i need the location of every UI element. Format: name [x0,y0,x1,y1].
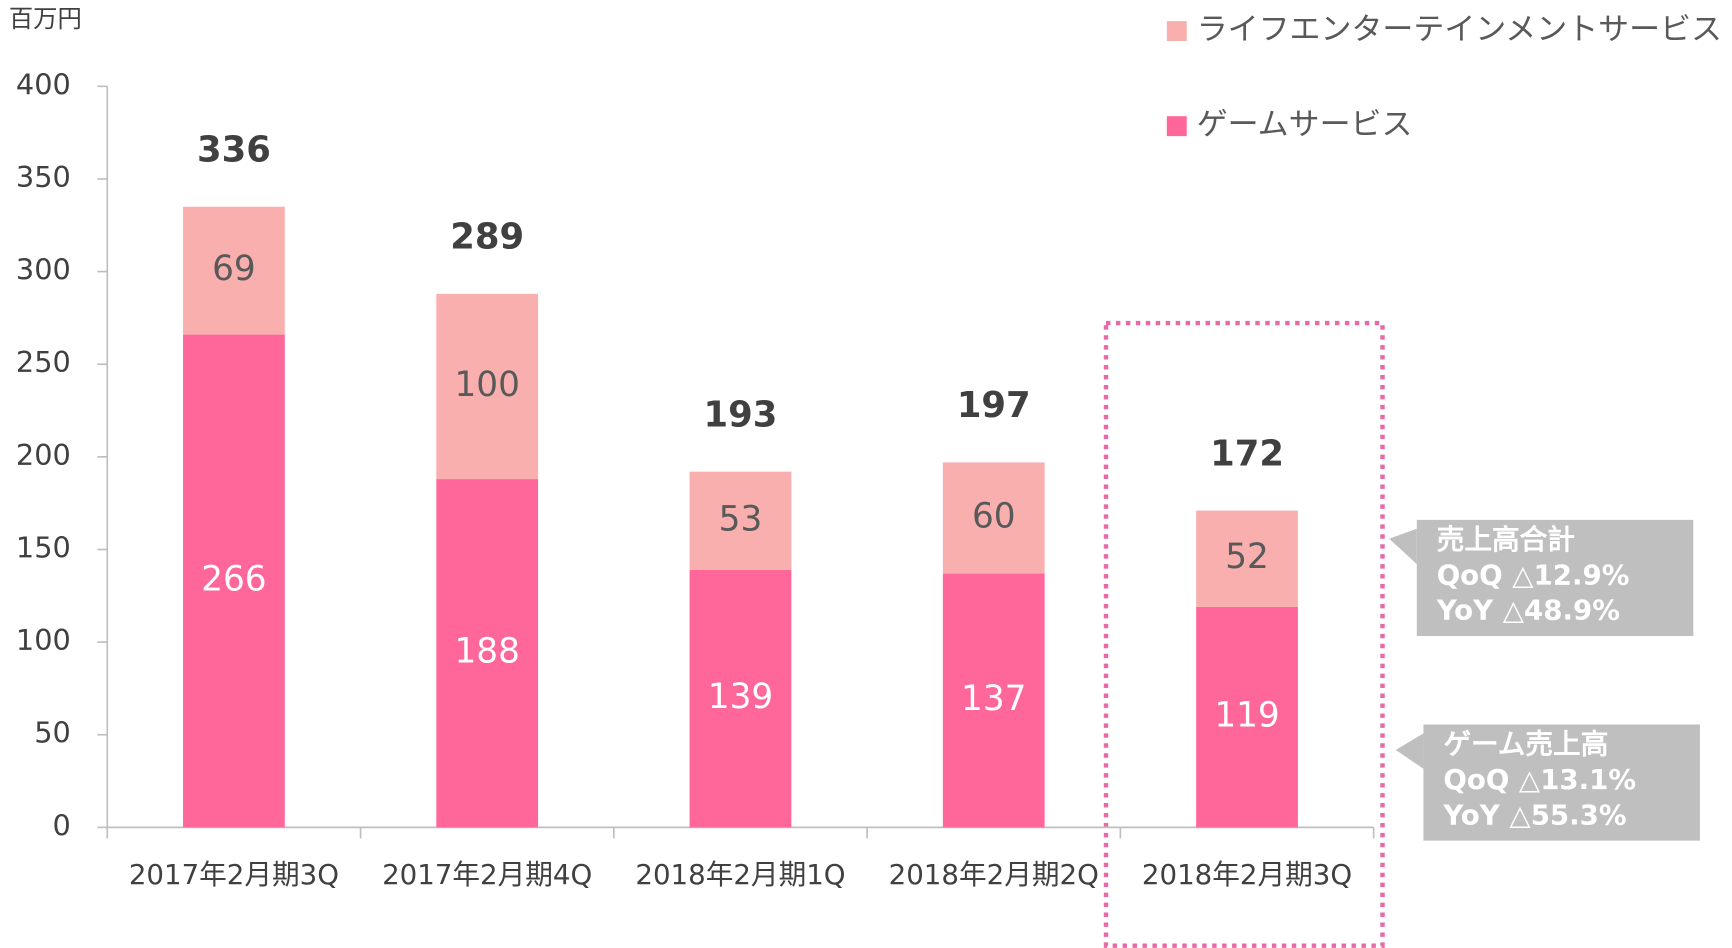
value-label: 53 [719,499,763,539]
y-tick-label: 200 [16,438,71,472]
value-label: 69 [212,249,256,289]
x-tick-label: 2018年2月期1Q [635,858,845,891]
value-label: 52 [1225,537,1269,577]
callout-text: YoY △48.9% [1436,594,1620,627]
callout-pointer [1395,733,1424,769]
highlight-box [1103,320,1385,948]
x-tick-label: 2017年2月期4Q [382,858,592,891]
callout-text: QoQ △13.1% [1443,763,1636,796]
value-label: 139 [708,677,773,717]
total-label: 197 [957,385,1031,426]
y-tick-label: 50 [34,716,71,750]
value-label: 188 [454,632,519,672]
legend-swatch [1166,116,1187,137]
value-label: 119 [1214,696,1279,736]
bar-segment [689,569,792,828]
x-tick-label: 2018年2月期3Q [1142,858,1352,891]
bar-segment [183,206,285,335]
bar-segment [436,479,539,828]
bar-segment [942,573,1045,828]
callout-text: QoQ △12.9% [1437,558,1630,591]
x-tick-label: 2017年2月期3Q [129,858,339,891]
y-tick-label: 100 [16,623,71,657]
legend-swatch [1166,21,1187,41]
bar-segment [942,462,1045,574]
value-label: 137 [961,679,1026,719]
value-label: 60 [972,496,1016,536]
y-tick-label: 250 [16,345,71,379]
y-axis-label: 百万円 [9,4,82,33]
value-label: 100 [454,365,519,405]
callout-text: YoY △55.3% [1442,798,1626,831]
callout-box [1423,724,1700,841]
total-label: 289 [450,217,524,258]
callout-text: ゲーム売上高 [1443,728,1608,761]
total-label: 172 [1210,433,1284,474]
callout-box [1416,519,1694,637]
bar-segment [183,334,285,828]
callout-pointer [1389,528,1417,565]
value-label: 266 [201,559,266,599]
bar-segment [436,293,539,480]
y-tick-label: 150 [16,530,71,564]
y-tick-label: 350 [16,160,71,194]
legend-label: ライフエンターテインメントサービス [1197,12,1722,48]
bar-segment [689,471,792,570]
bar-segment [1196,510,1298,607]
bar-segment [1196,606,1298,828]
y-tick-label: 0 [52,808,70,842]
y-tick-label: 400 [16,67,71,101]
callout-text: 売上高合計 [1437,523,1575,556]
legend-label: ゲームサービス [1197,107,1413,143]
y-tick-label: 300 [16,253,71,287]
total-label: 193 [704,394,778,435]
total-label: 336 [197,129,271,170]
x-tick-label: 2018年2月期2Q [889,858,1099,891]
